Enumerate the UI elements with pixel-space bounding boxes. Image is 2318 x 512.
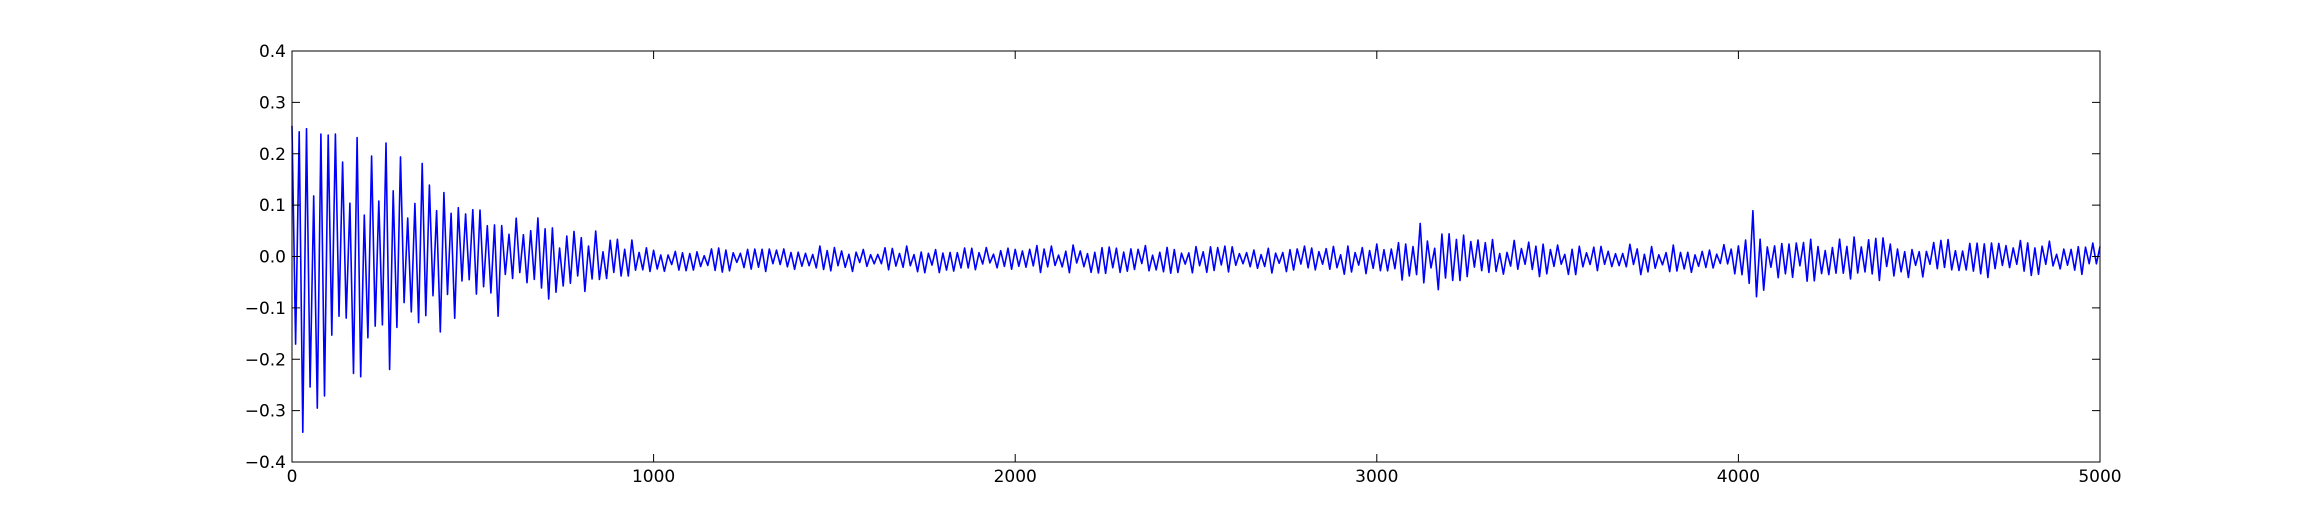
y-tick-label: −0.1: [245, 299, 286, 319]
y-tick-label: 0.3: [259, 93, 286, 113]
y-tick-label: 0.4: [259, 42, 286, 62]
x-tick-label: 1000: [632, 467, 675, 487]
y-tick-label: 0.1: [259, 196, 286, 216]
series-layer: [291, 125, 2101, 434]
x-tick-label: 5000: [2078, 467, 2121, 487]
series-line: [291, 125, 2101, 434]
y-tick-label: −0.4: [245, 453, 286, 473]
y-tick-label: 0.0: [259, 248, 286, 268]
plot-frame: [291, 50, 2101, 463]
y-tick-label: 0.2: [259, 145, 286, 165]
y-tick-label: −0.3: [245, 402, 286, 422]
x-tick-label: 3000: [1355, 467, 1398, 487]
x-tick-label: 4000: [1717, 467, 1760, 487]
x-tick-label: 0: [287, 467, 298, 487]
y-tick-label: −0.2: [245, 350, 286, 370]
x-tick-label: 2000: [994, 467, 1037, 487]
